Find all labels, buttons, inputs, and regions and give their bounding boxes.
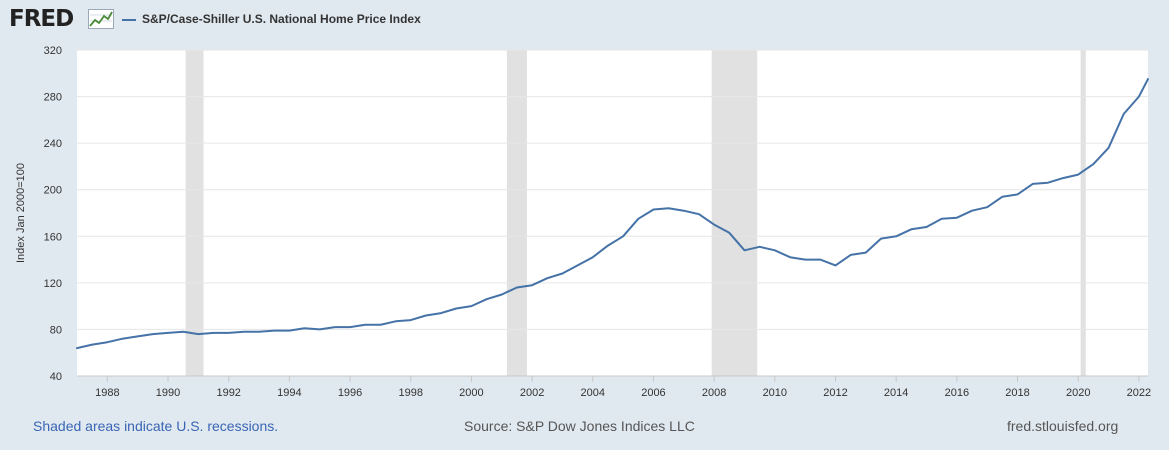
x-tick-label: 2020 bbox=[1066, 387, 1090, 399]
x-tick-label: 2010 bbox=[763, 387, 787, 399]
x-tick-label: 2014 bbox=[884, 387, 908, 399]
x-tick-label: 2018 bbox=[1005, 387, 1029, 399]
x-tick-label: 1988 bbox=[95, 387, 119, 399]
chart-header: FRED S&P/Case-Shiller U.S. National Home… bbox=[0, 0, 1169, 40]
recession-note-link[interactable]: Shaded areas indicate U.S. recessions. bbox=[33, 418, 279, 434]
recession-band bbox=[506, 50, 527, 376]
series-title[interactable]: S&P/Case-Shiller U.S. National Home Pric… bbox=[142, 12, 421, 26]
legend-series-swatch bbox=[122, 19, 136, 21]
recession-band bbox=[711, 50, 758, 376]
y-tick-label: 80 bbox=[50, 324, 62, 336]
x-tick-label: 1992 bbox=[216, 387, 240, 399]
y-axis-label: Index Jan 2000=100 bbox=[15, 163, 27, 263]
line-chart: 40 80 120 160 200 240 280 320 1988 1990 1992 1994 19… bbox=[15, 45, 1151, 399]
y-tick-label: 40 bbox=[50, 371, 62, 383]
x-tick-label: 2008 bbox=[702, 387, 726, 399]
x-tick-label: 2000 bbox=[459, 387, 483, 399]
y-tick-label: 240 bbox=[44, 138, 62, 150]
y-tick-label: 120 bbox=[44, 278, 62, 290]
source-note: Source: S&P Dow Jones Indices LLC bbox=[464, 418, 695, 434]
x-tick-label: 2004 bbox=[581, 387, 605, 399]
x-tick-label: 1990 bbox=[156, 387, 180, 399]
site-link[interactable]: fred.stlouisfed.org bbox=[1007, 418, 1119, 434]
series-line[interactable] bbox=[76, 78, 1149, 350]
fred-logo[interactable]: FRED bbox=[9, 6, 74, 32]
x-tick-label: 2016 bbox=[945, 387, 969, 399]
x-tick-label: 2006 bbox=[641, 387, 665, 399]
fred-logo-chart-icon[interactable] bbox=[88, 9, 114, 29]
x-tick-label: 1996 bbox=[338, 387, 362, 399]
x-tick-label: 2022 bbox=[1127, 387, 1151, 399]
y-tick-label: 160 bbox=[44, 231, 62, 243]
plot-area bbox=[77, 50, 1148, 376]
y-tick-label: 320 bbox=[44, 45, 62, 57]
x-tick-label: 2002 bbox=[520, 387, 544, 399]
y-tick-label: 280 bbox=[44, 92, 62, 104]
x-tick-label: 1998 bbox=[398, 387, 422, 399]
x-tick-label: 2012 bbox=[823, 387, 847, 399]
recession-band bbox=[185, 50, 204, 376]
x-tick-label: 1994 bbox=[277, 387, 301, 399]
recession-band bbox=[1080, 50, 1086, 376]
y-tick-label: 200 bbox=[44, 185, 62, 197]
